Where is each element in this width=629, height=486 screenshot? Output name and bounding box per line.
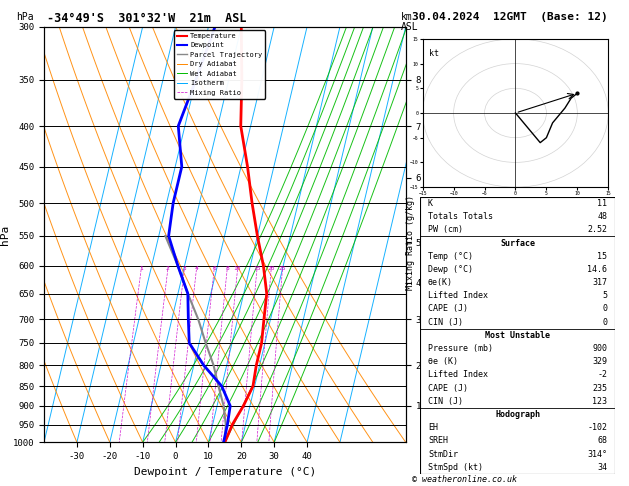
Text: ASL: ASL xyxy=(401,22,419,32)
Text: 314°: 314° xyxy=(587,450,608,459)
Text: CIN (J): CIN (J) xyxy=(428,397,463,406)
Text: 317: 317 xyxy=(593,278,608,287)
Text: CIN (J): CIN (J) xyxy=(428,318,463,327)
Text: 1: 1 xyxy=(139,265,143,271)
Text: 6: 6 xyxy=(212,265,216,271)
X-axis label: Dewpoint / Temperature (°C): Dewpoint / Temperature (°C) xyxy=(134,467,316,477)
Text: 0: 0 xyxy=(603,304,608,313)
Text: 48: 48 xyxy=(598,212,608,221)
Text: θe(K): θe(K) xyxy=(428,278,453,287)
Text: 34: 34 xyxy=(598,463,608,472)
Text: hPa: hPa xyxy=(16,12,33,22)
Text: © weatheronline.co.uk: © weatheronline.co.uk xyxy=(412,474,517,484)
Text: 123: 123 xyxy=(593,397,608,406)
Text: Surface: Surface xyxy=(500,239,535,247)
Text: 68: 68 xyxy=(598,436,608,445)
Text: 3: 3 xyxy=(182,265,186,271)
Text: Temp (°C): Temp (°C) xyxy=(428,252,473,260)
Text: 11: 11 xyxy=(598,199,608,208)
Text: km: km xyxy=(401,12,413,22)
Text: -102: -102 xyxy=(587,423,608,432)
Text: Most Unstable: Most Unstable xyxy=(485,331,550,340)
Text: PW (cm): PW (cm) xyxy=(428,226,463,234)
Legend: Temperature, Dewpoint, Parcel Trajectory, Dry Adiabat, Wet Adiabat, Isotherm, Mi: Temperature, Dewpoint, Parcel Trajectory… xyxy=(174,30,265,99)
Text: 15: 15 xyxy=(253,265,260,271)
Y-axis label: km
ASL: km ASL xyxy=(423,226,445,243)
Text: Pressure (mb): Pressure (mb) xyxy=(428,344,493,353)
Text: 900: 900 xyxy=(593,344,608,353)
Text: Lifted Index: Lifted Index xyxy=(428,291,488,300)
Text: 14.6: 14.6 xyxy=(587,265,608,274)
Text: 15: 15 xyxy=(598,252,608,260)
Text: CAPE (J): CAPE (J) xyxy=(428,304,468,313)
Text: StmDir: StmDir xyxy=(428,450,458,459)
Text: Lifted Index: Lifted Index xyxy=(428,370,488,380)
Text: EH: EH xyxy=(428,423,438,432)
Text: 30.04.2024  12GMT  (Base: 12): 30.04.2024 12GMT (Base: 12) xyxy=(412,12,608,22)
Text: -2: -2 xyxy=(598,370,608,380)
Text: 25: 25 xyxy=(279,265,286,271)
Y-axis label: hPa: hPa xyxy=(0,225,10,244)
Text: K: K xyxy=(428,199,433,208)
Text: Totals Totals: Totals Totals xyxy=(428,212,493,221)
Text: -34°49'S  301°32'W  21m  ASL: -34°49'S 301°32'W 21m ASL xyxy=(47,12,247,25)
Text: kt: kt xyxy=(429,49,439,58)
Text: 8: 8 xyxy=(225,265,229,271)
Text: 5: 5 xyxy=(603,291,608,300)
Text: StmSpd (kt): StmSpd (kt) xyxy=(428,463,483,472)
Text: 10: 10 xyxy=(233,265,241,271)
Text: 235: 235 xyxy=(593,383,608,393)
FancyBboxPatch shape xyxy=(420,197,615,474)
Text: 329: 329 xyxy=(593,357,608,366)
Text: CAPE (J): CAPE (J) xyxy=(428,383,468,393)
Text: Hodograph: Hodograph xyxy=(495,410,540,419)
Text: 4: 4 xyxy=(194,265,198,271)
Text: θe (K): θe (K) xyxy=(428,357,458,366)
Text: 0: 0 xyxy=(603,318,608,327)
Text: 2: 2 xyxy=(166,265,170,271)
Text: 20: 20 xyxy=(267,265,275,271)
Text: 2.52: 2.52 xyxy=(587,226,608,234)
Text: SREH: SREH xyxy=(428,436,448,445)
Text: Mixing Ratio (g/kg): Mixing Ratio (g/kg) xyxy=(406,195,415,291)
Text: Dewp (°C): Dewp (°C) xyxy=(428,265,473,274)
